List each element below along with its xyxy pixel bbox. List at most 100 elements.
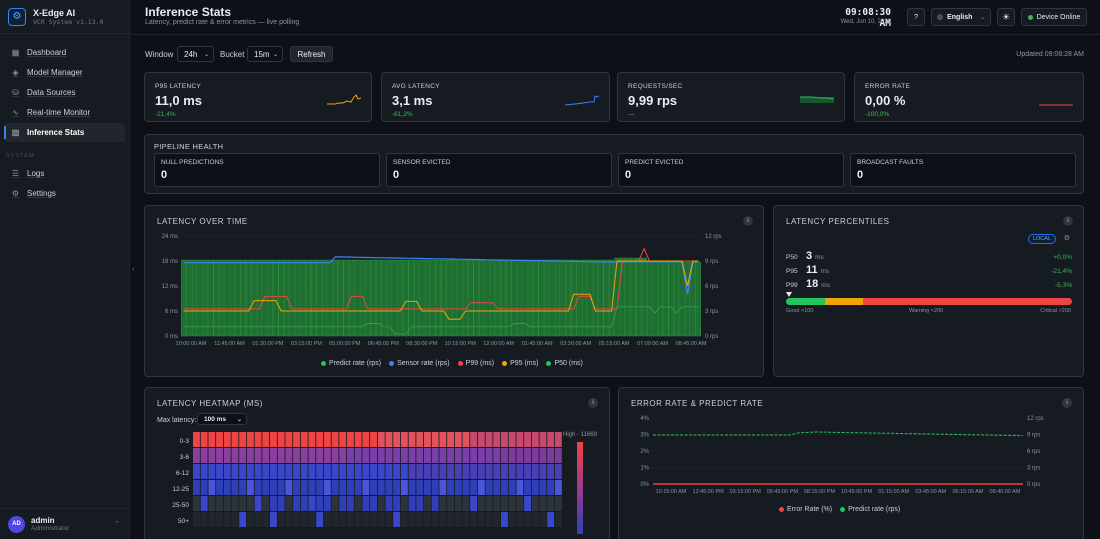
p95-line	[183, 260, 699, 320]
heatmap-cell	[439, 496, 447, 511]
max-latency-select[interactable]: 100 ms ⌄	[197, 413, 247, 425]
legend-item[interactable]: Sensor rate (rps)	[389, 360, 450, 367]
heatmap-cell	[331, 480, 339, 495]
globe-icon: ◍	[937, 14, 944, 21]
y-tick-right: 12 rps	[705, 234, 722, 240]
sparkline-requests	[800, 96, 834, 103]
predict-bar	[278, 259, 284, 337]
help-button[interactable]: ?	[907, 8, 925, 26]
bucket-select[interactable]: 15m ⌄	[247, 46, 283, 62]
heatmap-cell	[193, 496, 200, 511]
heatmap-cell	[424, 464, 431, 479]
database-icon: ⛁	[12, 88, 19, 97]
heatmap-cell	[316, 448, 324, 463]
local-badge[interactable]: LOCAL	[1028, 234, 1056, 244]
window-label: Window	[145, 50, 174, 59]
heatmap-cell	[354, 448, 362, 463]
heatmap-cell	[262, 496, 270, 511]
heatmap-cell	[193, 464, 200, 479]
heatmap-cell	[416, 496, 424, 511]
heatmap-cell	[370, 496, 377, 511]
heatmap-cell	[531, 512, 539, 527]
settings-small-icon[interactable]: ⚙	[1063, 235, 1070, 242]
heatmap-cell	[347, 496, 354, 511]
log-icon: ☰	[11, 169, 20, 178]
sidebar-item-dashboard[interactable]: ▦ Dashboard	[4, 43, 125, 62]
legend-item[interactable]: P99 (ms)	[457, 360, 495, 367]
refresh-button[interactable]: Refresh	[290, 46, 333, 62]
heatmap-cell	[454, 512, 462, 527]
heatmap-cell	[347, 512, 354, 527]
sidebar-item-label: Real-time Monitor	[27, 108, 91, 117]
y-tick-right: 3 rps	[1027, 466, 1040, 472]
legend-label: Error Rate (%)	[787, 506, 833, 513]
legend-label: P99 (ms)	[465, 360, 495, 367]
heatmap-cell	[331, 432, 339, 447]
language-select[interactable]: ◍ English ⌄	[931, 8, 991, 26]
sidebar-item-realtime-monitor[interactable]: ∿ Real-time Monitor	[4, 103, 125, 122]
legend-dot-icon	[321, 360, 326, 366]
x-tick: 03:15:00 PM	[291, 341, 323, 347]
info-icon[interactable]: i	[1063, 216, 1073, 226]
scale-critical	[863, 298, 1072, 305]
heatmap-cell	[231, 464, 239, 479]
sidebar-item-logs[interactable]: ☰ Logs	[4, 164, 125, 183]
predict-bar	[430, 259, 436, 337]
heatmap-cell	[270, 464, 277, 479]
info-icon[interactable]: i	[743, 216, 753, 226]
heatmap-cell	[477, 480, 485, 495]
predict-bar	[549, 259, 555, 337]
heatmap-cell	[400, 480, 408, 495]
heatmap-cell	[524, 480, 531, 495]
user-menu[interactable]: AD admin Administrator ⌃	[0, 508, 130, 539]
x-tick: 07:00:00 AM	[637, 341, 668, 347]
legend-item[interactable]: P95 (ms)	[502, 360, 538, 367]
pipeline-broadcast-faults: BROADCAST FAULTS 0	[850, 153, 1076, 187]
predict-bar	[359, 259, 366, 337]
heatmap-cell	[554, 448, 562, 463]
legend-item[interactable]: Predict rate (rps)	[321, 360, 381, 367]
page-subtitle: Latency, predict rate & error metrics — …	[145, 19, 300, 26]
heatmap-cell	[262, 512, 270, 527]
sidebar-item-data-sources[interactable]: ⛁ Data Sources	[4, 83, 125, 102]
predict-bar	[630, 257, 636, 337]
legend-item[interactable]: Predict rate (rps)	[840, 506, 900, 513]
heatmap-cell	[316, 432, 324, 447]
heatmap-cell	[485, 448, 493, 463]
latency-percentiles-card: LATENCY PERCENTILES i LOCAL ⚙ P50 3 ms +…	[773, 205, 1084, 377]
heatmap-cell	[531, 432, 539, 447]
percentile-row-p95: P95 11 ms -21,4%	[786, 264, 1072, 276]
percentile-unit: ms	[820, 268, 830, 275]
sidebar-item-settings[interactable]: ⚙ Settings	[4, 184, 125, 203]
heatmap-cell	[193, 512, 200, 527]
predict-bar	[197, 259, 203, 337]
legend-item[interactable]: P50 (ms)	[546, 360, 583, 367]
heatmap-cell	[200, 480, 208, 495]
heatmap-cell	[454, 480, 462, 495]
predict-bar	[641, 257, 647, 337]
predict-bar	[327, 259, 333, 337]
window-select[interactable]: 24h ⌄	[177, 46, 214, 62]
heatmap-cell	[485, 464, 493, 479]
pulse-icon: ∿	[12, 108, 19, 117]
heatmap-cell	[262, 432, 270, 447]
heatmap-cell	[231, 432, 239, 447]
heatmap-cell	[377, 512, 385, 527]
heatmap-cell	[524, 512, 531, 527]
heatmap-cell	[408, 448, 416, 463]
info-icon[interactable]: i	[588, 398, 598, 408]
predict-bar	[273, 259, 279, 337]
sidebar-item-inference-stats[interactable]: ▥ Inference Stats	[4, 123, 125, 142]
theme-toggle-button[interactable]: ☀	[997, 8, 1015, 26]
heatmap-cell	[416, 432, 424, 447]
x-tick: 03:45:00 AM	[915, 489, 946, 495]
updated-timestamp: Updated 09:08:28 AM	[1016, 51, 1084, 58]
sidebar-item-model-manager[interactable]: ◈ Model Manager	[4, 63, 125, 82]
info-icon[interactable]: i	[1062, 398, 1072, 408]
legend-item[interactable]: Error Rate (%)	[779, 506, 832, 513]
scale-good	[786, 298, 825, 305]
bucket-label: Bucket	[220, 50, 245, 59]
kpi-delta: -100,0%	[865, 111, 890, 118]
heatmap-cell	[447, 432, 454, 447]
sidebar-collapse-icon[interactable]: ‹	[132, 266, 135, 273]
